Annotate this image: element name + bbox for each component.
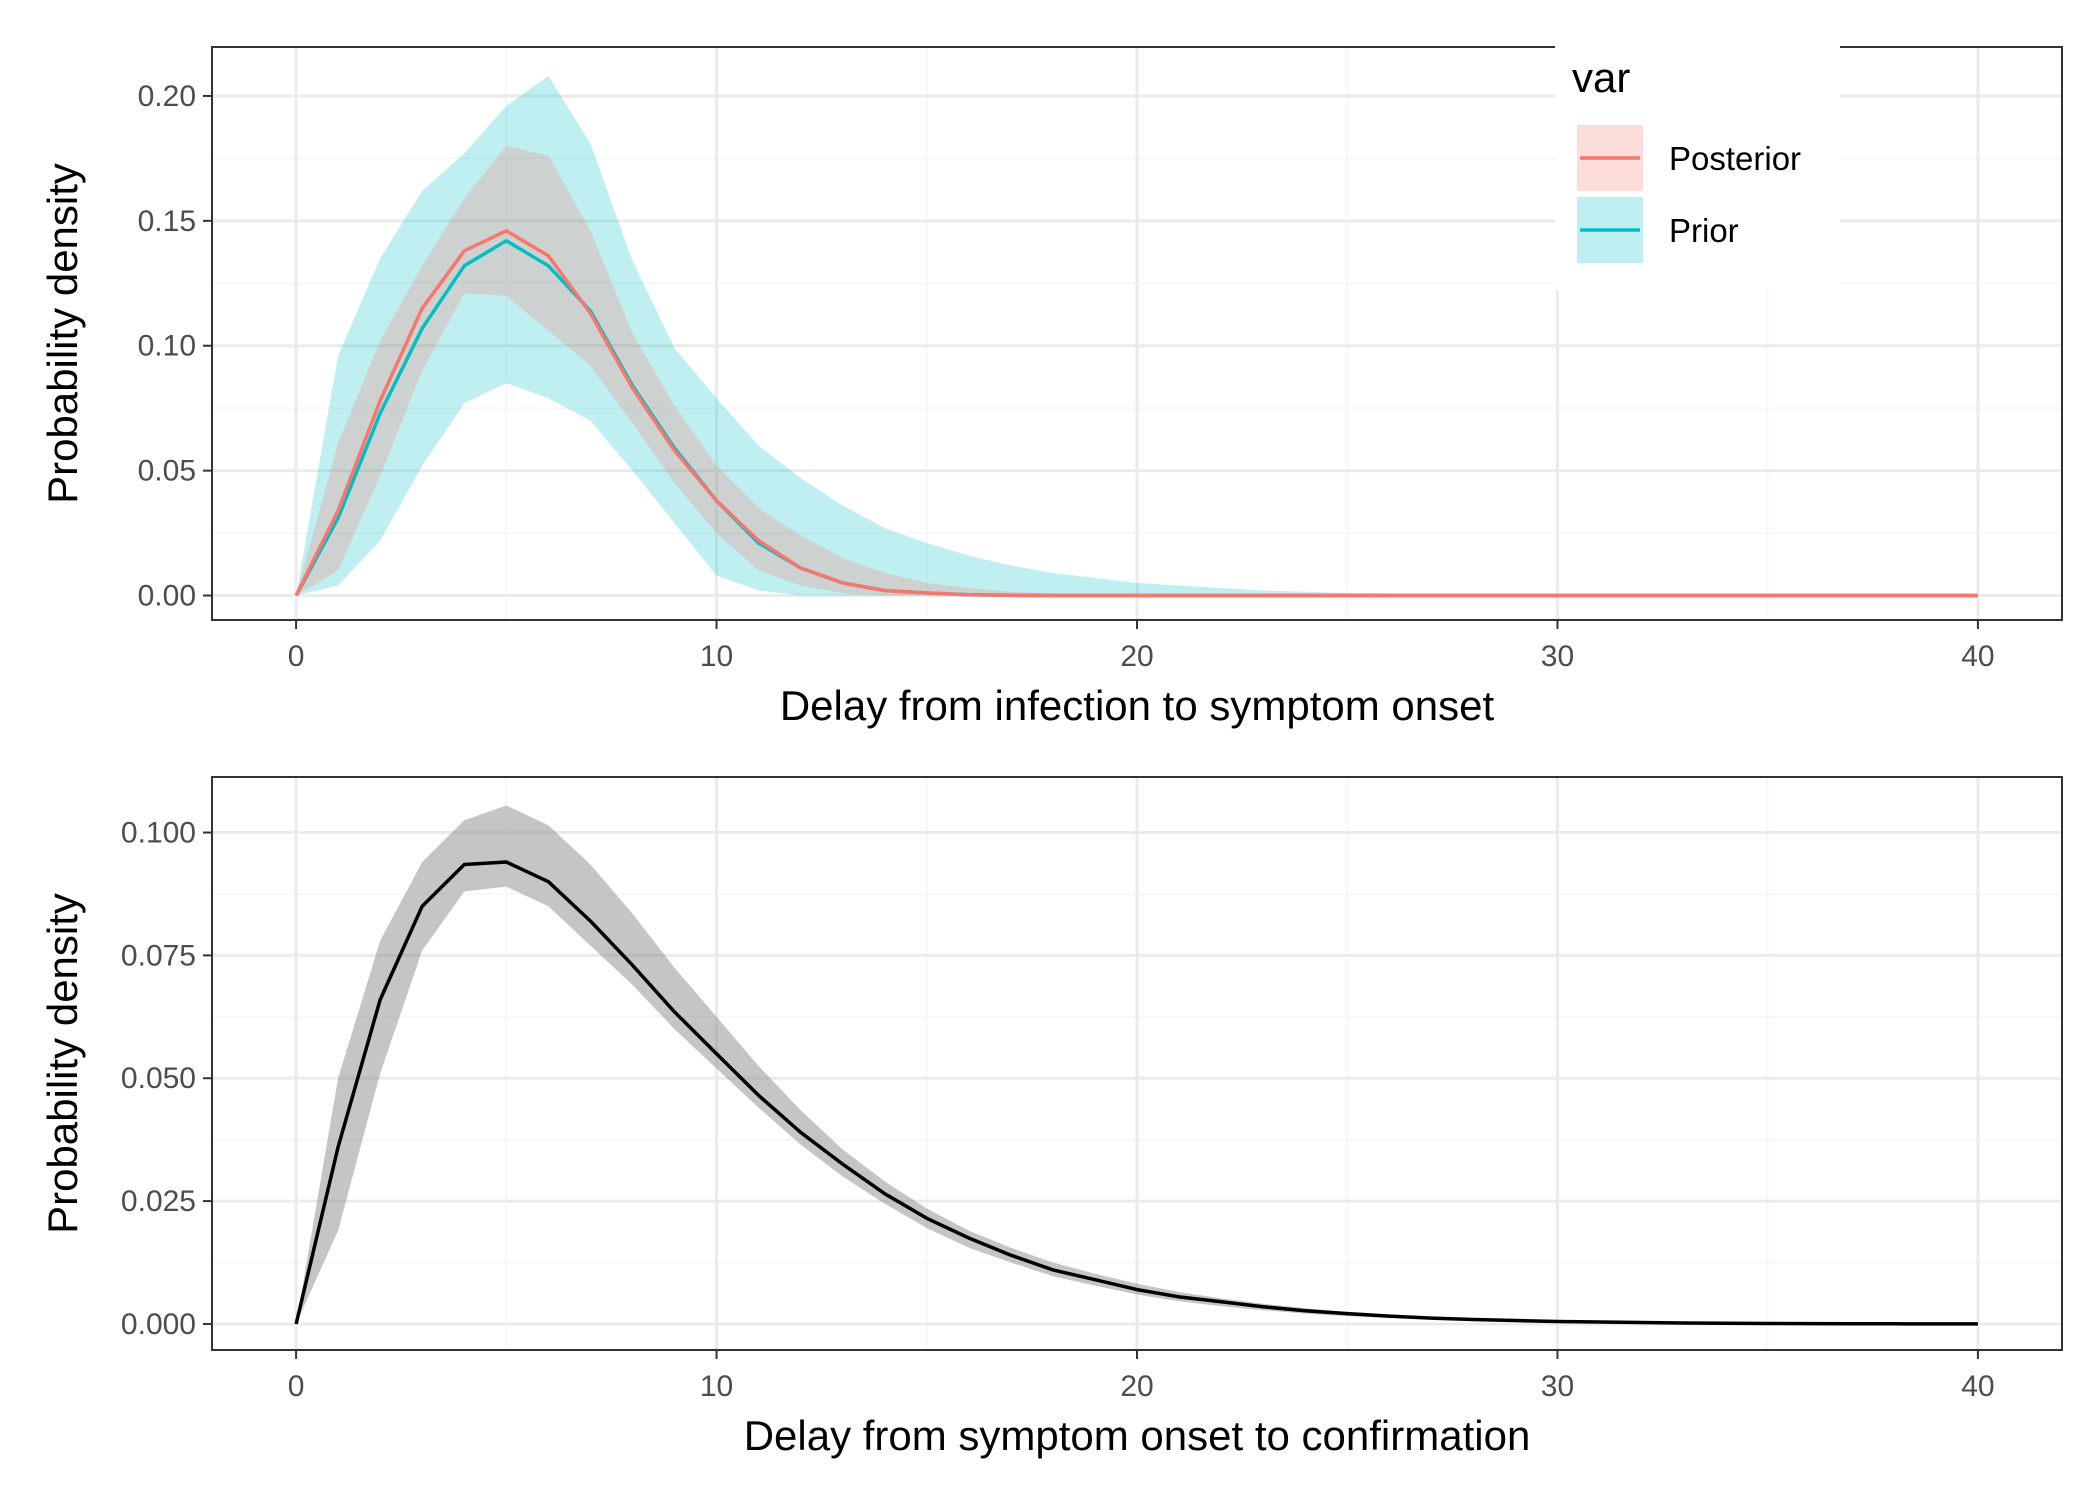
- y-tick-label: 0.15: [138, 205, 196, 238]
- x-tick-label: 30: [1541, 640, 1574, 673]
- panel-infection-to-onset: 0 10 20 30 40 0.00 0.05 0.10 0.15 0.20 Delay from …: [39, 40, 2063, 729]
- line-posterior: [294, 229, 1978, 598]
- y-tick-label: 0.05: [138, 455, 196, 488]
- x-tick-label: 10: [700, 640, 733, 673]
- y-tick-label: 0.00: [138, 580, 196, 613]
- x-tick-label: 10: [700, 1370, 733, 1403]
- x-axis-title: Delay from symptom onset to confirmation: [744, 1412, 1531, 1459]
- x-tick-label: 40: [1961, 640, 1994, 673]
- y-axis-title: Probability density: [39, 893, 86, 1234]
- x-tick-label: 30: [1541, 1370, 1574, 1403]
- legend: var Posterior Prior: [1555, 40, 1840, 290]
- y-tick-label: 0.100: [121, 817, 196, 850]
- legend-background: [1555, 40, 1840, 290]
- ribbon: [296, 805, 1978, 1324]
- x-tick-label: 40: [1961, 1370, 1994, 1403]
- ribbon-prior: [296, 76, 1978, 596]
- y-tick-label: 0.000: [121, 1308, 196, 1341]
- legend-label-prior: Prior: [1669, 212, 1739, 249]
- y-axis-title: Probability density: [39, 163, 86, 504]
- y-tick-label: 0.050: [121, 1062, 196, 1095]
- ribbon-posterior: [296, 145, 1978, 596]
- y-tick-label: 0.20: [138, 80, 196, 113]
- y-tick-label: 0.075: [121, 939, 196, 972]
- y-tick-label: 0.10: [138, 330, 196, 363]
- legend-label-posterior: Posterior: [1669, 140, 1801, 177]
- y-tick-label: 0.025: [121, 1185, 196, 1218]
- x-axis-title: Delay from infection to symptom onset: [780, 682, 1495, 729]
- x-tick-label: 20: [1120, 640, 1153, 673]
- panel-onset-to-confirmation: 0 10 20 30 40 0.000 0.025 0.050 0.075 0.100 Delay …: [39, 776, 2063, 1459]
- x-tick-label: 0: [288, 1370, 305, 1403]
- legend-title: var: [1572, 54, 1630, 101]
- x-tick-label: 20: [1120, 1370, 1153, 1403]
- line: [294, 860, 1978, 1326]
- x-tick-label: 0: [288, 640, 305, 673]
